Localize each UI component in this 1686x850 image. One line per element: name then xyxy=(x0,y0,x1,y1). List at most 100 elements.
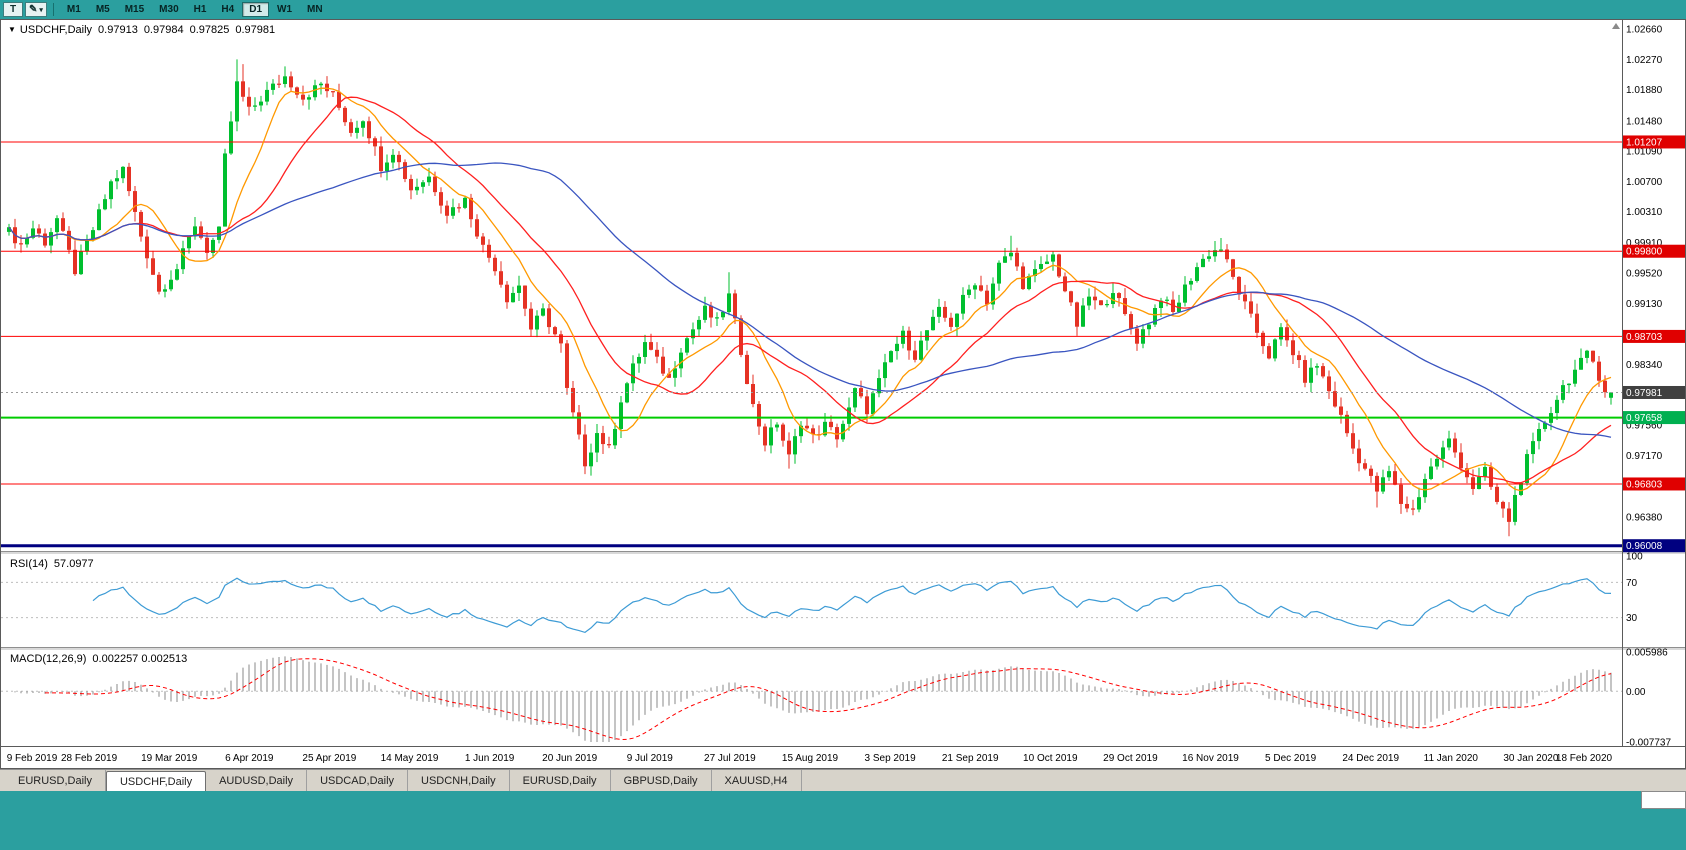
svg-text:70: 70 xyxy=(1626,578,1638,589)
svg-text:25 Apr 2019: 25 Apr 2019 xyxy=(302,753,356,764)
chart-tab-usdchf-daily[interactable]: USDCHF,Daily xyxy=(105,771,207,791)
timeframe-button-m1[interactable]: M1 xyxy=(66,4,81,15)
svg-text:1.02270: 1.02270 xyxy=(1626,55,1663,66)
svg-text:24 Dec 2019: 24 Dec 2019 xyxy=(1342,753,1399,764)
scroll-up-icon xyxy=(1612,23,1620,29)
timeframe-button-m5[interactable]: M5 xyxy=(95,4,110,15)
svg-text:5 Dec 2019: 5 Dec 2019 xyxy=(1265,753,1317,764)
svg-text:0.99910: 0.99910 xyxy=(1626,238,1663,249)
svg-text:30 Jan 2020: 30 Jan 2020 xyxy=(1503,753,1558,764)
chart-tab-gbpusd-daily[interactable]: GBPUSD,Daily xyxy=(611,770,712,791)
svg-text:0.97658: 0.97658 xyxy=(1626,413,1663,424)
chart-tab-eurusd-daily[interactable]: EURUSD,Daily xyxy=(510,770,611,791)
chart-tab-eurusd-daily[interactable]: EURUSD,Daily xyxy=(5,770,106,791)
horizontal-level-lines xyxy=(1,141,1622,548)
svg-text:0.98703: 0.98703 xyxy=(1626,332,1663,343)
svg-text:9 Feb 2019: 9 Feb 2019 xyxy=(7,753,58,764)
chart-tab-xauusd-h4[interactable]: XAUUSD,H4 xyxy=(712,770,802,791)
chevron-down-icon: ▾ xyxy=(39,6,43,14)
timeframe-button-m30[interactable]: M30 xyxy=(159,4,179,15)
toolbar-divider xyxy=(52,3,54,16)
svg-text:0.99520: 0.99520 xyxy=(1626,268,1663,279)
chart-window: 1.02660 1.02270 1.01880 1.01480 1.01090 1.007… xyxy=(0,19,1686,769)
timeframe-button-group: M1 M5 M15 M30 H1 H4 D1 W1 MN xyxy=(60,2,331,17)
svg-text:10 Oct 2019: 10 Oct 2019 xyxy=(1023,753,1078,764)
svg-text:1.01880: 1.01880 xyxy=(1626,85,1663,96)
chart-symbol-label: USDCHF,Daily xyxy=(19,24,93,36)
pointer-tool-button[interactable]: ✎ ▾ xyxy=(25,2,47,17)
timeframe-button-d1[interactable]: D1 xyxy=(242,2,270,17)
svg-text:0.96380: 0.96380 xyxy=(1626,512,1663,523)
svg-text:-0.007737: -0.007737 xyxy=(1626,738,1671,749)
svg-text:1.02660: 1.02660 xyxy=(1626,25,1663,36)
rsi-panel xyxy=(1,577,1622,634)
svg-text:14 May 2019: 14 May 2019 xyxy=(381,753,439,764)
svg-text:0.005986: 0.005986 xyxy=(1626,648,1668,659)
svg-text:0.96803: 0.96803 xyxy=(1626,479,1663,490)
ohlc-low: 0.97825 xyxy=(189,24,230,36)
chart-tab-usdcnh-daily[interactable]: USDCNH,Daily xyxy=(408,770,510,791)
top-toolbar: T ✎ ▾ M1 M5 M15 M30 H1 H4 D1 W1 MN xyxy=(0,0,1686,19)
rsi-name: RSI(14) xyxy=(10,558,48,570)
horizontal-scrollbar-thumb[interactable] xyxy=(1641,791,1686,809)
svg-text:0.97560: 0.97560 xyxy=(1626,421,1663,432)
svg-text:0.99800: 0.99800 xyxy=(1626,247,1663,258)
macd-name: MACD(12,26,9) xyxy=(10,653,87,665)
svg-text:1.01480: 1.01480 xyxy=(1626,116,1663,127)
svg-text:9 Jul 2019: 9 Jul 2019 xyxy=(627,753,674,764)
symbol-menu-icon[interactable]: ▼ xyxy=(8,25,16,34)
timeframe-button-h4[interactable]: H4 xyxy=(221,4,235,15)
macd-values: 0.002257 0.002513 xyxy=(92,653,188,665)
svg-text:1.01207: 1.01207 xyxy=(1626,137,1663,148)
timeframe-button-h1[interactable]: H1 xyxy=(193,4,207,15)
ohlc-high: 0.97984 xyxy=(143,24,184,36)
svg-text:1.01090: 1.01090 xyxy=(1626,147,1663,158)
svg-text:28 Feb 2019: 28 Feb 2019 xyxy=(61,753,118,764)
ohlc-close: 0.97981 xyxy=(235,24,276,36)
timeframe-button-mn[interactable]: MN xyxy=(307,4,323,15)
timeframe-button-m15[interactable]: M15 xyxy=(124,4,145,15)
chart-tab-usdcad-daily[interactable]: USDCAD,Daily xyxy=(307,770,409,791)
macd-signal-line xyxy=(44,658,1612,740)
svg-text:100: 100 xyxy=(1626,552,1643,563)
tab-bar-empty-area xyxy=(802,770,1686,791)
svg-text:0.98340: 0.98340 xyxy=(1626,360,1663,371)
svg-text:0.97981: 0.97981 xyxy=(1626,388,1663,399)
svg-text:16 Nov 2019: 16 Nov 2019 xyxy=(1182,753,1239,764)
svg-text:0.00: 0.00 xyxy=(1626,687,1646,698)
svg-text:1.00310: 1.00310 xyxy=(1626,207,1663,218)
svg-text:29 Oct 2019: 29 Oct 2019 xyxy=(1103,753,1158,764)
svg-text:18 Feb 2020: 18 Feb 2020 xyxy=(1556,753,1613,764)
svg-text:3 Sep 2019: 3 Sep 2019 xyxy=(865,753,917,764)
macd-panel xyxy=(1,656,1622,742)
rsi-line xyxy=(92,577,1612,634)
template-button-label: T xyxy=(9,4,17,15)
svg-text:19 Mar 2019: 19 Mar 2019 xyxy=(141,753,198,764)
pencil-icon: ✎ xyxy=(29,4,38,15)
moving-average-lines xyxy=(8,87,1612,492)
template-button[interactable]: T xyxy=(3,2,23,17)
footer-strip xyxy=(0,791,1686,850)
svg-text:1.00700: 1.00700 xyxy=(1626,177,1663,188)
chart-tab-bar: EURUSD,Daily USDCHF,Daily AUDUSD,Daily USDC… xyxy=(0,769,1686,791)
svg-text:20 Jun 2019: 20 Jun 2019 xyxy=(542,753,597,764)
chart-canvas[interactable]: 1.02660 1.02270 1.01880 1.01480 1.01090 1.007… xyxy=(0,19,1686,769)
rsi-indicator-label: RSI(14) 57.0977 xyxy=(10,558,94,570)
chart-tab-audusd-daily[interactable]: AUDUSD,Daily xyxy=(206,770,308,791)
svg-text:0.97170: 0.97170 xyxy=(1626,451,1663,462)
price-axis-tags: 1.01207 0.99800 0.98703 0.97658 0.96803 0.960… xyxy=(1623,135,1685,553)
svg-text:6 Apr 2019: 6 Apr 2019 xyxy=(225,753,274,764)
svg-text:11 Jan 2020: 11 Jan 2020 xyxy=(1424,753,1479,764)
svg-text:21 Sep 2019: 21 Sep 2019 xyxy=(942,753,999,764)
svg-text:30: 30 xyxy=(1626,613,1638,624)
chart-title: ▼ USDCHF,Daily 0.97913 0.97984 0.97825 0.9798… xyxy=(8,24,275,36)
svg-text:0.99130: 0.99130 xyxy=(1626,299,1663,310)
timeframe-button-w1[interactable]: W1 xyxy=(277,4,293,15)
date-axis: 9 Feb 2019 28 Feb 2019 19 Mar 2019 6 Apr 20… xyxy=(7,753,1613,764)
svg-text:15 Aug 2019: 15 Aug 2019 xyxy=(782,753,839,764)
svg-text:0.96008: 0.96008 xyxy=(1626,541,1663,552)
svg-text:1 Jun 2019: 1 Jun 2019 xyxy=(465,753,515,764)
rsi-value: 57.0977 xyxy=(53,558,94,570)
macd-indicator-label: MACD(12,26,9) 0.002257 0.002513 xyxy=(10,653,187,665)
